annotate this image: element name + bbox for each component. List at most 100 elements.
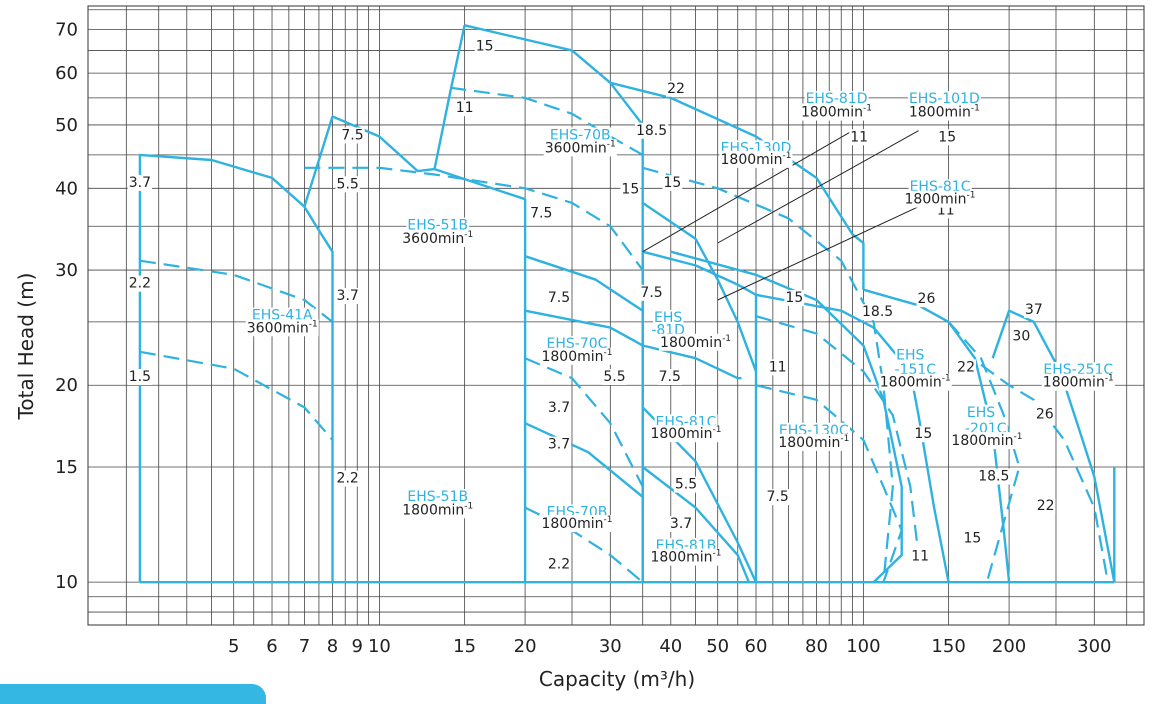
label-background: [546, 400, 572, 417]
performance-curve: [138, 153, 334, 583]
dashed-curve: [980, 363, 1109, 583]
x-tick-label: 40: [659, 636, 682, 657]
leader-line: [642, 130, 853, 253]
motor-power-label: 15: [785, 290, 803, 306]
motor-power-label: 7.5: [767, 489, 789, 505]
label-background: [639, 284, 664, 301]
label-background: [406, 489, 470, 506]
x-tick-label: 9: [352, 636, 363, 657]
label-background: [649, 548, 723, 566]
x-tick-labels: 5 6 7 8 9 10 15 20 30 40 50 60 80 100 150 200 300: [228, 636, 1112, 657]
y-tick-label: 40: [55, 178, 78, 199]
dashed-curve: [947, 321, 1021, 583]
motor-power-label: 22: [1037, 498, 1055, 514]
label-background: [937, 129, 958, 146]
label-background: [546, 436, 572, 453]
motor-power-label: 2.2: [337, 471, 359, 487]
speed-label: 1800min-1: [650, 549, 721, 566]
label-background: [903, 190, 977, 208]
performance-curve: [641, 250, 758, 583]
label-background: [406, 217, 470, 234]
label-background: [546, 290, 572, 307]
x-tick-label: 6: [266, 636, 277, 657]
label-background: [401, 229, 475, 247]
label-background: [340, 127, 365, 144]
dashed-curve: [755, 315, 920, 556]
y-tick-label: 15: [55, 457, 78, 478]
plot-frame: [87, 5, 1145, 626]
label-background: [956, 359, 976, 376]
y-axis-title: Total Head (m): [14, 273, 38, 421]
speed-label: 1800min-1: [402, 501, 473, 518]
x-tick-label: 60: [745, 636, 768, 657]
label-background: [657, 369, 682, 386]
label-background: [962, 530, 983, 547]
label-background: [127, 275, 153, 292]
x-tick-label: 30: [599, 636, 622, 657]
y-tick-label: 20: [55, 375, 78, 396]
x-axis-title: Capacity (m³/h): [539, 667, 695, 691]
performance-curve: [524, 309, 644, 347]
model-label: EHS-101D: [909, 91, 980, 107]
label-background: [662, 174, 683, 191]
label-background: [916, 291, 937, 308]
motor-power-label: 15: [476, 38, 494, 54]
speed-label: 1800min-1: [905, 191, 976, 208]
motor-power-label: 18.5: [978, 469, 1009, 485]
label-background: [965, 404, 997, 421]
y-tick-labels: 10 15 20 30 40 50 60 70: [55, 19, 78, 593]
label-background: [546, 556, 572, 573]
motor-power-label: 18.5: [636, 123, 667, 139]
model-label: EHS: [896, 347, 924, 363]
motor-power-label: 7.5: [548, 290, 570, 306]
x-tick-label: 10: [368, 636, 391, 657]
motor-power-label: 22: [957, 359, 975, 375]
label-background: [907, 91, 981, 108]
motor-power-label: 18.5: [862, 304, 893, 320]
label-background: [634, 122, 669, 139]
speed-label: 1800min-1: [880, 374, 951, 391]
label-background: [913, 426, 934, 443]
speed-label: 3600min-1: [247, 319, 318, 336]
label-background: [474, 38, 495, 55]
label-background: [977, 468, 1011, 485]
dashed-curve: [449, 86, 644, 156]
label-background: [335, 470, 360, 487]
motor-power-label: 2.2: [129, 276, 151, 292]
x-tick-label: 300: [1077, 636, 1111, 657]
motor-power-label: 37: [1025, 302, 1043, 318]
x-tick-label: 50: [706, 636, 729, 657]
speed-label: 1800min-1: [650, 425, 721, 442]
leader-line: [717, 206, 919, 301]
motor-power-label: 11: [456, 100, 474, 116]
motor-power-label: 15: [964, 530, 982, 546]
motor-power-label: 2.2: [548, 556, 570, 572]
y-tick-label: 70: [55, 19, 78, 40]
motor-power-label: 11: [850, 129, 868, 145]
motor-power-label: 3.7: [129, 175, 151, 191]
label-background: [1041, 373, 1115, 391]
motor-power-label: 3.7: [548, 437, 570, 453]
x-tick-label: 7: [299, 636, 310, 657]
label-background: [800, 103, 874, 121]
x-tick-label: 8: [327, 636, 338, 657]
model-label: EHS: [967, 405, 995, 421]
y-tick-label: 60: [55, 63, 78, 84]
label-background: [861, 304, 895, 321]
labels: 3.7 2.2 1.5 7.5 5.5 3.7 2.2 15 11 15 7.5 7.5 5.5 3.7 3…: [127, 38, 1115, 573]
motor-power-label: 7.5: [530, 205, 552, 221]
label-background: [673, 476, 699, 493]
dashed-curve: [139, 259, 334, 323]
x-tick-label: 100: [846, 636, 880, 657]
performance-curve: [642, 344, 742, 380]
performance-curve: [642, 201, 758, 372]
x-tick-label: 20: [514, 636, 537, 657]
model-label: EHS-51B: [407, 218, 468, 234]
label-background: [540, 347, 614, 365]
speed-label: 3600min-1: [545, 139, 616, 156]
label-background: [666, 80, 686, 97]
label-background: [668, 516, 694, 533]
speed-label: 1800min-1: [1043, 374, 1114, 391]
label-background: [543, 139, 617, 157]
dashed-curve: [524, 357, 644, 488]
